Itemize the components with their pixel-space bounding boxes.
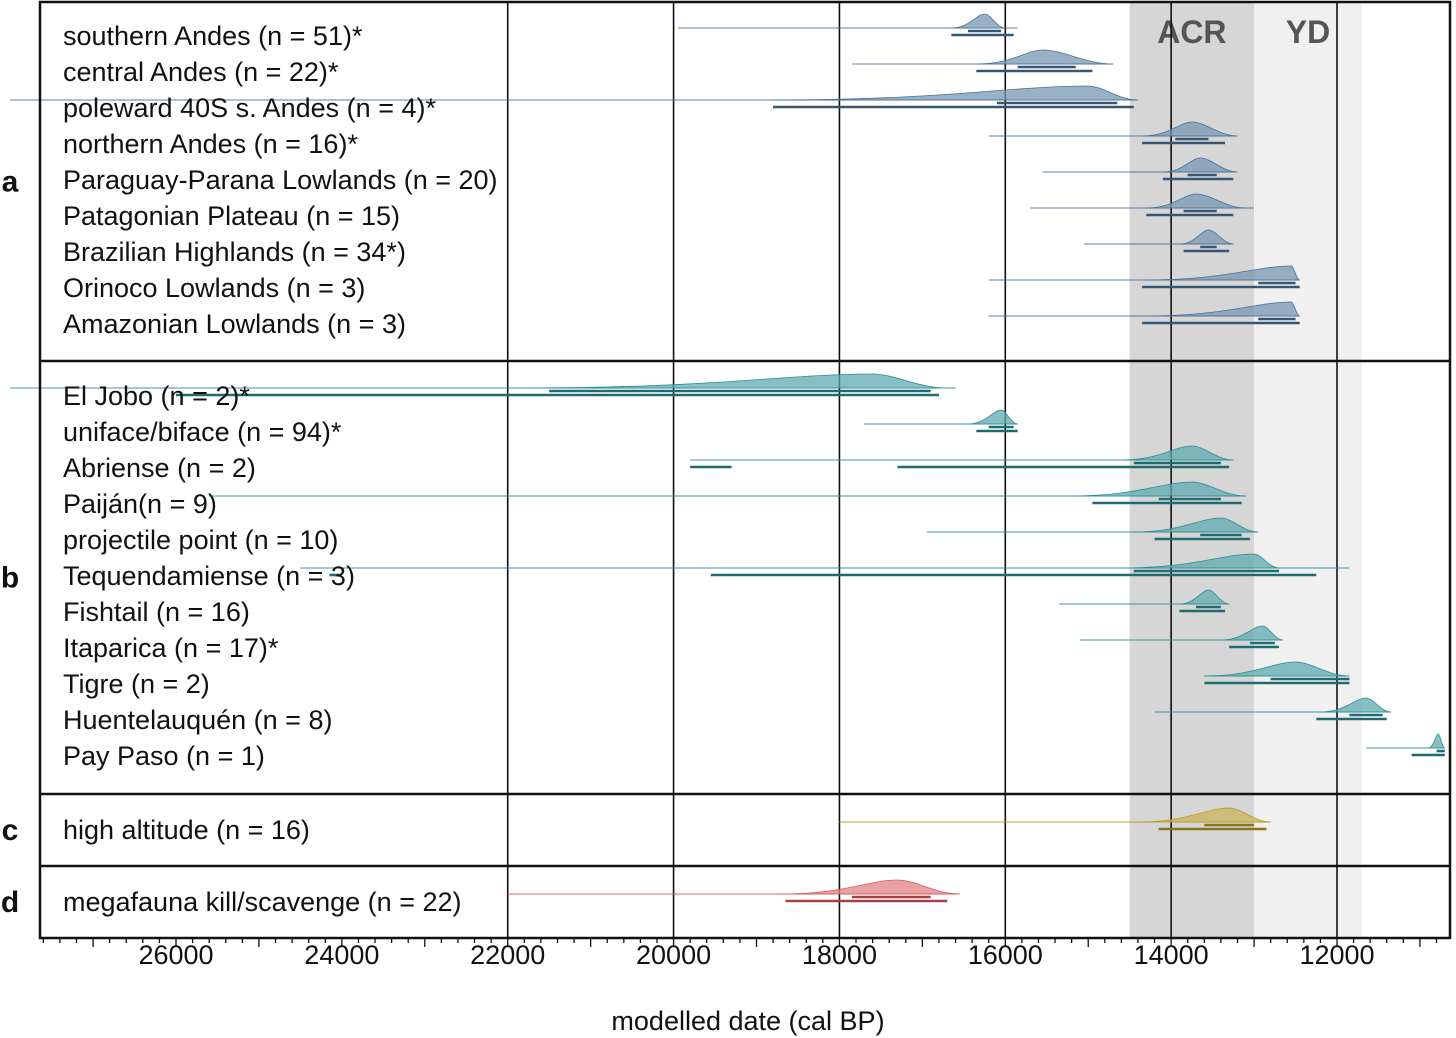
x-axis-label: modelled date (cal BP) — [611, 1006, 884, 1036]
panel-letter: c — [2, 814, 19, 847]
gridlines — [506, 2, 1338, 938]
row-label: Abriense (n = 2) — [63, 453, 256, 483]
panel-frames — [38, 0, 1452, 940]
row-label: El Jobo (n = 2)* — [63, 381, 250, 411]
distribution-shape — [1162, 157, 1238, 173]
distribution-shape — [1179, 229, 1234, 245]
distribution-shape — [1179, 589, 1230, 605]
band-label-acr: ACR — [1157, 14, 1226, 50]
row-label: southern Andes (n = 51)* — [63, 21, 363, 51]
panel-letter: a — [2, 166, 19, 199]
row-label: Fishtail (n = 16) — [63, 597, 250, 627]
row-label: Amazonian Lowlands (n = 3) — [63, 309, 406, 339]
row-label: Huentelauquén (n = 8) — [63, 705, 332, 735]
x-tick-label: 16000 — [968, 940, 1043, 970]
x-tick-label: 12000 — [1299, 940, 1374, 970]
distribution-shape — [1204, 661, 1350, 677]
row-labels: a southern Andes (n = 51)* central Andes (… — [1, 21, 498, 919]
distribution-shape — [1220, 625, 1284, 641]
distribution-shape — [1071, 481, 1246, 497]
distribution-shape — [951, 13, 1006, 29]
row-label: uniface/biface (n = 94)* — [63, 417, 342, 447]
period-bands: ACR YD — [1129, 2, 1362, 938]
panel-letter: d — [1, 886, 19, 919]
panel-letter: b — [1, 562, 19, 595]
distribution-shape — [1428, 733, 1446, 749]
plot-frame — [38, 0, 1452, 940]
distribution-shape — [773, 85, 1138, 101]
band-yd — [1254, 2, 1362, 938]
distribution-shape — [781, 879, 960, 895]
distribution-shape — [1146, 193, 1246, 209]
row-label: Tigre (n = 2) — [63, 669, 210, 699]
row-label: high altitude (n = 16) — [63, 815, 310, 845]
row-label: Paraguay-Parana Lowlands (n = 20) — [63, 165, 498, 195]
row-label: poleward 40S s. Andes (n = 4)* — [63, 93, 436, 123]
x-tick-label: 20000 — [636, 940, 711, 970]
distribution-shape — [1133, 517, 1259, 533]
distribution-shape — [1146, 265, 1300, 281]
row-label: Orinoco Lowlands (n = 3) — [63, 273, 365, 303]
x-tick-label: 24000 — [304, 940, 379, 970]
row-label: projectile point (n = 10) — [63, 525, 338, 555]
band-acr — [1129, 2, 1255, 938]
row-label: Paiján(n = 9) — [63, 489, 217, 519]
row-label: Brazilian Highlands (n = 34*) — [63, 237, 406, 267]
x-axis: 26000 24000 22000 20000 18000 16000 14000 12000 — [42, 938, 1438, 970]
row-label: central Andes (n = 22)* — [63, 57, 339, 87]
band-label-yd: YD — [1286, 14, 1330, 50]
x-tick-label: 26000 — [138, 940, 213, 970]
distribution-shape — [1146, 301, 1300, 317]
distribution-shape — [1121, 445, 1234, 461]
row-label: Itaparica (n = 17)* — [63, 633, 279, 663]
distribution-shape — [976, 49, 1114, 65]
row-label: Pay Paso (n = 1) — [63, 741, 265, 771]
distribution-shape — [1320, 697, 1391, 713]
x-tick-label: 18000 — [802, 940, 877, 970]
x-tick-label: 14000 — [1134, 940, 1209, 970]
distribution-shape — [967, 409, 1018, 425]
row-label: Patagonian Plateau (n = 15) — [63, 201, 400, 231]
distribution-shape — [1121, 553, 1279, 569]
distribution-shape — [524, 373, 948, 389]
row-label: Tequendamiense (n = 3) — [63, 561, 355, 591]
row-label: megafauna kill/scavenge (n = 22) — [63, 887, 462, 917]
distributions — [10, 13, 1446, 903]
distribution-shape — [1142, 121, 1238, 137]
row-label: northern Andes (n = 16)* — [63, 129, 358, 159]
x-tick-label: 22000 — [470, 940, 545, 970]
distribution-shape — [1137, 807, 1271, 823]
